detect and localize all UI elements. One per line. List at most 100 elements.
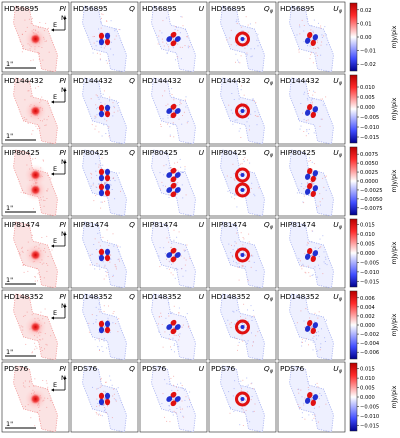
target-label: HIP81474 xyxy=(4,220,40,229)
compass: NE xyxy=(51,86,67,104)
detector-footprint xyxy=(82,5,127,72)
stokes-label: Uφ xyxy=(333,292,342,303)
colorbar-tick-label: −0.015 xyxy=(360,279,379,285)
stokes-label: Qφ xyxy=(264,76,274,87)
panel-HD56895-Qphi: HD56895 Qφ xyxy=(208,1,277,73)
stokes-label: Q xyxy=(129,76,135,85)
target-label: HD56895 xyxy=(280,4,315,13)
colorbar-group: 0.020.010.00−0.01−0.02mJy/pix0.0100.0050… xyxy=(349,2,398,432)
panel-HD148352-Qphi: HD148352 Qφ xyxy=(208,289,277,361)
quadrupole-pattern xyxy=(98,32,111,46)
scale-bar: 1" xyxy=(5,60,36,69)
stokes-label: Qφ xyxy=(264,364,274,375)
target-label: PDS76 xyxy=(142,364,167,373)
compass: NE xyxy=(51,302,67,320)
stokes-label: Qφ xyxy=(264,4,274,15)
compass: NE xyxy=(51,230,67,248)
colorbar-tick-label: 0.000 xyxy=(360,395,375,401)
colorbar-tick-label: −0.010 xyxy=(360,414,379,420)
east-label: E xyxy=(53,93,57,101)
colorbar-tick-label: −0.005 xyxy=(360,115,379,121)
panel-PDS76-U: PDS76 U xyxy=(139,361,208,433)
quadrupole-pattern xyxy=(98,168,111,182)
panel-HIP81474-Qphi: HIP81474 Qφ xyxy=(208,217,277,289)
stokes-label: U xyxy=(199,292,205,301)
target-label: HIP80425 xyxy=(4,148,40,157)
quadrupole-pattern xyxy=(166,182,181,198)
quadrupole-pattern xyxy=(98,320,111,334)
quadrupole-pattern xyxy=(166,247,181,263)
quadrupole-pattern xyxy=(98,392,111,406)
polarized-intensity-core xyxy=(30,393,41,405)
panel-HD148352-U: HD148352 U xyxy=(139,289,208,361)
target-label: HD56895 xyxy=(142,4,177,13)
target-label: HD144432 xyxy=(73,76,112,85)
colorbar-label: mJy/pix xyxy=(391,169,398,192)
stokes-label: Uφ xyxy=(333,364,342,375)
stokes-label: U xyxy=(199,364,205,373)
colorbar-tick-label: 0.000 xyxy=(360,251,375,257)
colorbar-HD148352: 0.006 0.004 0.002 0.000 −0.002 −0.004 −0.006 mJ… xyxy=(349,290,398,360)
colorbar-tick-label: −0.004 xyxy=(360,341,380,347)
north-label: N xyxy=(61,158,66,166)
colorbar-tick-label: 0.010 xyxy=(360,85,375,91)
colorbar-tick-label: −0.006 xyxy=(360,350,379,356)
panel-HD144432-Q: HD144432 Q xyxy=(70,73,139,145)
north-label: N xyxy=(61,14,66,22)
quadrupole-pattern xyxy=(304,32,319,46)
stokes-label: PI xyxy=(59,76,66,85)
east-label: E xyxy=(53,237,57,245)
detector-footprint xyxy=(289,5,334,72)
colorbar-gradient xyxy=(349,2,358,72)
colorbar-tick-label: 0.006 xyxy=(360,296,375,302)
stokes-label: Q xyxy=(129,292,135,301)
quadrupole-pattern xyxy=(235,182,250,198)
panel-HD148352-Q: HD148352 Q xyxy=(70,289,139,361)
scale-bar: 1" xyxy=(5,132,36,141)
target-label: HIP80425 xyxy=(142,148,178,157)
target-label: PDS76 xyxy=(73,364,98,373)
colorbar-tick-label: −0.005 xyxy=(360,404,379,410)
panel-HD148352-Uphi: HD148352 Uφ xyxy=(277,289,346,361)
stokes-label: Q xyxy=(129,364,135,373)
panel-HIP81474-Uphi: HIP81474 Uφ xyxy=(277,217,346,289)
colorbar-tick-label: 0.010 xyxy=(360,376,375,382)
colorbar-tick-label: 0.005 xyxy=(360,95,375,101)
panel-PDS76-Qphi: PDS76 Qφ xyxy=(208,361,277,433)
quadrupole-pattern xyxy=(235,31,250,47)
colorbar-tick-label: 0.000 xyxy=(360,323,375,329)
colorbar-PDS76: 0.015 0.010 0.005 0.000 −0.005 −0.010 −0.015 mJ… xyxy=(349,362,398,432)
panel-HD144432-Qphi: HD144432 Qφ xyxy=(208,73,277,145)
stokes-label: PI xyxy=(59,364,66,373)
polarized-intensity-core xyxy=(30,184,41,196)
target-label: HD148352 xyxy=(211,292,250,301)
quadrupole-pattern xyxy=(166,391,181,407)
colorbar-tick-label: 0.002 xyxy=(360,314,375,320)
scale-bar-label: 1" xyxy=(6,204,13,212)
quadrupole-pattern xyxy=(235,319,250,335)
quadrupole-pattern xyxy=(304,248,319,262)
north-label: N xyxy=(61,302,66,310)
colorbar-tick-label: −0.0075 xyxy=(360,206,383,212)
north-label: N xyxy=(61,374,66,382)
quadrupole-pattern xyxy=(98,183,111,197)
east-label: E xyxy=(53,309,57,317)
colorbar-tick-label: −0.02 xyxy=(360,62,376,68)
target-label: HIP80425 xyxy=(280,148,316,157)
colorbar-tick-label: 0.005 xyxy=(360,242,375,248)
quadrupole-pattern xyxy=(166,31,181,47)
quadrupole-pattern xyxy=(304,392,319,406)
panel-PDS76-Q: PDS76 Q xyxy=(70,361,139,433)
scale-bar: 1" xyxy=(5,420,36,429)
colorbar-tick-label: 0.0075 xyxy=(360,152,378,158)
colorbar-tick-label: −0.0025 xyxy=(360,188,383,194)
scale-bar-label: 1" xyxy=(6,276,13,284)
panel-HIP80425-Qphi: HIP80425 Qφ xyxy=(208,145,277,217)
stokes-label: Q xyxy=(129,220,135,229)
panel-HD144432-Uphi: HD144432 Uφ xyxy=(277,73,346,145)
